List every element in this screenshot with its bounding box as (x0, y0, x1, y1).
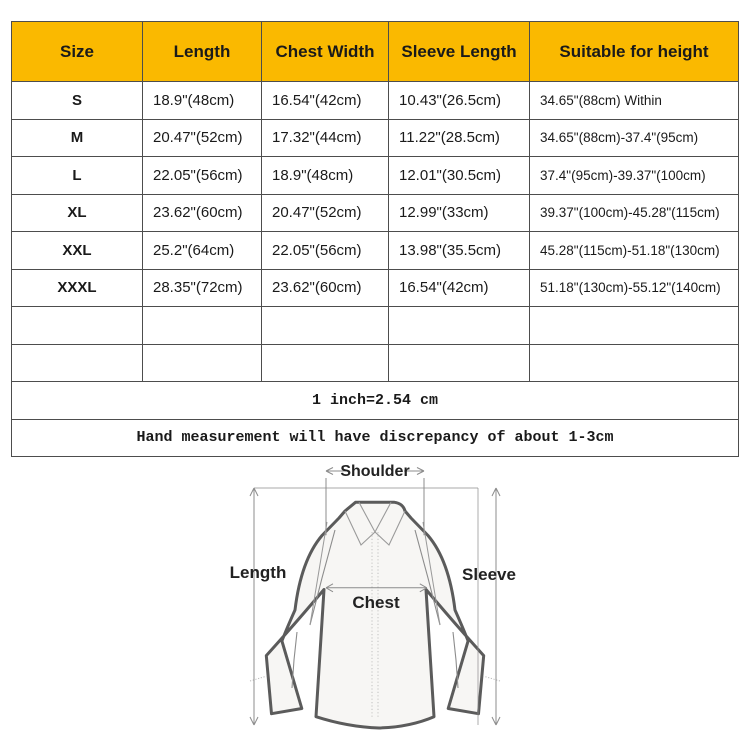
svg-text:Chest: Chest (352, 593, 400, 612)
svg-text:Sleeve: Sleeve (462, 565, 516, 584)
svg-text:Shoulder: Shoulder (340, 463, 409, 480)
svg-text:Length: Length (230, 563, 287, 582)
